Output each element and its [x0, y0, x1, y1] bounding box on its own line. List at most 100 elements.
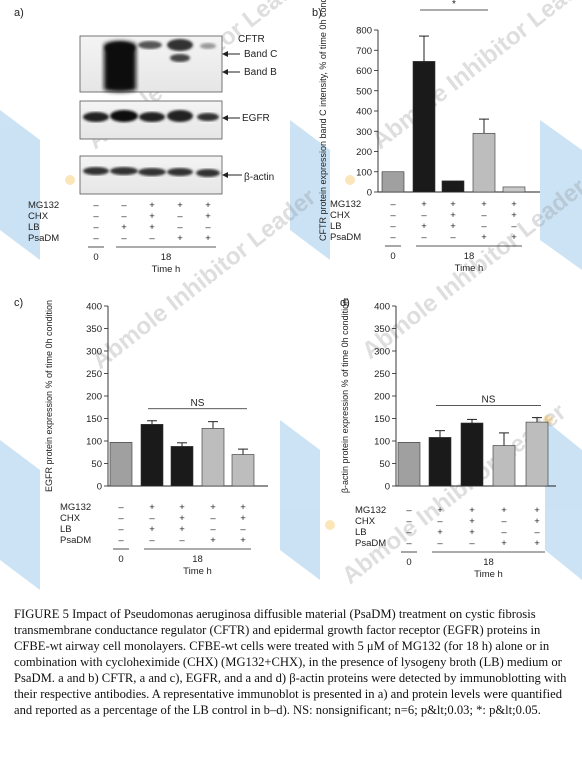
panel-b-y-axis-label: CFTR protein expression band C intensity… [318, 0, 328, 241]
panel-c-y-tick-label: 0 [97, 482, 102, 493]
panel-d-treatment-sign: + [469, 527, 475, 538]
panel-a-treatment-sign: – [93, 233, 99, 244]
panel-c-treatment-sign: + [149, 524, 155, 535]
panel-d-y-tick-label: 0 [385, 482, 390, 493]
panel-c-y-tick-label: 50 [91, 459, 102, 470]
panel-c-treatment-sign: + [240, 535, 246, 546]
panel-b-time18-label: 18 [464, 251, 475, 262]
panel-c-treatment-sign: + [210, 535, 216, 546]
panel-c-time18-label: 18 [192, 554, 203, 565]
panel-d-treatment-sign: + [534, 516, 540, 527]
panel-d-treatment-sign: – [406, 538, 412, 549]
panel-b-signif-label: * [452, 0, 456, 10]
panel-d-treatment-name: MG132 [355, 505, 386, 516]
panel-c-treatment-sign: + [179, 502, 185, 513]
panel-d-y-tick-label: 250 [374, 369, 390, 380]
panel-b-time0-label: 0 [390, 251, 395, 262]
panel-a-treatment-sign: + [121, 222, 127, 233]
panel-c-bar [231, 454, 255, 487]
panel-d-bar [492, 445, 516, 487]
panel-c-bar [140, 424, 164, 487]
panel-d-treatment-sign: – [406, 505, 412, 516]
panel-b-treatment-sign: + [421, 221, 427, 232]
panel-c-letter: c) [14, 297, 23, 309]
panel-b-treatment-sign: – [511, 221, 517, 232]
panel-b-treatment-sign: + [481, 232, 487, 243]
panel-a-treatment-sign: – [121, 233, 127, 244]
panel-d-bar [397, 442, 421, 487]
panel-b-time-axis-label: Time h [455, 263, 484, 274]
blot-cftr [79, 35, 223, 93]
panel-b-treatment-sign: + [481, 199, 487, 210]
panel-a-treatment-sign: – [149, 233, 155, 244]
watermark-arrows [0, 110, 582, 590]
panel-c-treatment-sign: + [240, 513, 246, 524]
panel-d-treatment-sign: + [501, 538, 507, 549]
panel-a-time18-label: 18 [161, 252, 172, 263]
panel-c-treatment-sign: + [210, 502, 216, 513]
panel-a-treatment-sign: + [149, 222, 155, 233]
panel-a-treatment-sign: – [205, 222, 211, 233]
panel-a-treatment-sign: + [205, 233, 211, 244]
panel-d-treatment-sign: + [437, 505, 443, 516]
panel-a-treatment-name: LB [28, 222, 40, 233]
blot-actin [79, 155, 223, 195]
panel-c: c) 0 50 100 150 200 250 300 350 400 EGFR protein … [14, 297, 268, 577]
label-cftr: CFTR [238, 34, 265, 45]
panel-d-bar [428, 437, 452, 487]
panel-d-signif-label: NS [482, 395, 496, 406]
panel-a-treatment-sign: – [93, 211, 99, 222]
panel-b-treatment-sign: + [450, 221, 456, 232]
panel-b-treatment-sign: – [390, 199, 396, 210]
panel-d-treatment-sign: – [437, 538, 443, 549]
panel-b-y-tick-label: 100 [356, 167, 372, 178]
panel-b-treatment-sign: + [511, 232, 517, 243]
panel-b-y-tick-label: 0 [367, 188, 372, 199]
panel-c-y-tick-label: 200 [86, 392, 102, 403]
panel-b-letter: b) [312, 7, 322, 19]
panel-d-y-tick-label: 400 [374, 302, 390, 313]
panel-c-time0-label: 0 [118, 554, 123, 565]
label-actin: β-actin [244, 172, 274, 183]
panel-c-y-tick-label: 300 [86, 347, 102, 358]
panel-c-treatment-name: PsaDM [60, 535, 91, 546]
panel-b-treatment-name: CHX [330, 210, 351, 221]
panel-d-y-tick-label: 350 [374, 324, 390, 335]
panel-c-treatment-sign: – [149, 535, 155, 546]
panel-d-y-tick-label: 50 [379, 459, 390, 470]
panel-b-bar [381, 171, 405, 193]
panel-d-treatment-sign: + [469, 516, 475, 527]
panel-d-y-tick-label: 200 [374, 392, 390, 403]
panel-a-treatment-sign: – [93, 200, 99, 211]
panel-c-y-tick-label: 350 [86, 324, 102, 335]
panel-c-treatment-sign: + [179, 524, 185, 535]
panel-d-y-tick-label: 150 [374, 414, 390, 425]
panel-b-y-tick-label: 800 [356, 26, 372, 37]
panel-b-bar [441, 180, 465, 193]
panel-a-treatment-sign: + [177, 233, 183, 244]
panel-b-y-tick-label: 500 [356, 86, 372, 97]
panel-c-treatment-sign: + [179, 513, 185, 524]
panel-a-treatment-sign: – [177, 222, 183, 233]
panel-c-treatment-sign: + [149, 502, 155, 513]
panel-a: a) CFTR Band C Band B EGFR [14, 7, 277, 275]
panel-b-treatment-sign: + [450, 210, 456, 221]
panel-b-treatment-name: PsaDM [330, 232, 361, 243]
panel-d-treatment-sign: – [501, 527, 507, 538]
panel-b-bar [472, 132, 496, 193]
panel-c-treatment-sign: + [240, 502, 246, 513]
panel-b-treatment-sign: – [421, 210, 427, 221]
panel-d-y-tick-label: 100 [374, 437, 390, 448]
panel-c-time-axis-label: Time h [183, 566, 212, 577]
panel-d-letter: d) [340, 297, 350, 309]
panel-c-y-tick-label: 150 [86, 414, 102, 425]
panel-a-treatment-sign: + [177, 200, 183, 211]
panel-b-treatment-sign: + [450, 199, 456, 210]
panel-a-time-axis-label: Time h [152, 264, 181, 275]
panel-c-treatment-sign: – [118, 524, 124, 535]
label-egfr: EGFR [242, 113, 270, 124]
blot-egfr [79, 100, 223, 140]
panel-a-treatment-sign: + [149, 200, 155, 211]
label-band-b: Band B [244, 67, 277, 78]
panel-d-time-axis-label: Time h [474, 569, 503, 580]
